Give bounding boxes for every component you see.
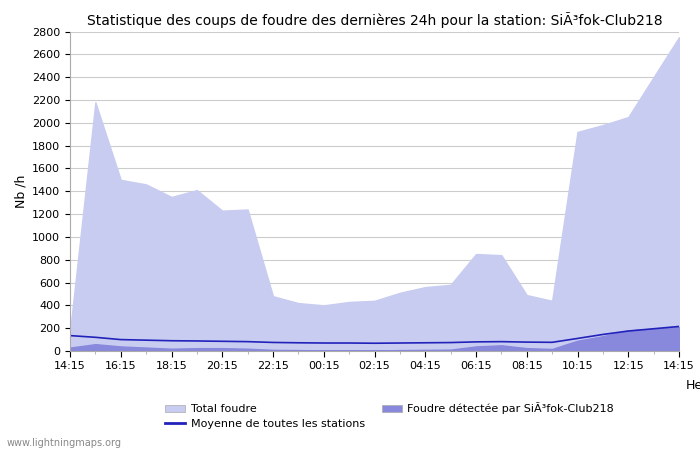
Y-axis label: Nb /h: Nb /h xyxy=(15,175,28,208)
Title: Statistique des coups de foudre des dernières 24h pour la station: SiÃ³fok-Club2: Statistique des coups de foudre des dern… xyxy=(87,12,662,27)
Text: www.lightningmaps.org: www.lightningmaps.org xyxy=(7,438,122,448)
Text: Heure: Heure xyxy=(686,379,700,392)
Legend: Total foudre, Moyenne de toutes les stations, Foudre détectée par SiÃ³fok-Club21: Total foudre, Moyenne de toutes les stat… xyxy=(161,398,618,433)
